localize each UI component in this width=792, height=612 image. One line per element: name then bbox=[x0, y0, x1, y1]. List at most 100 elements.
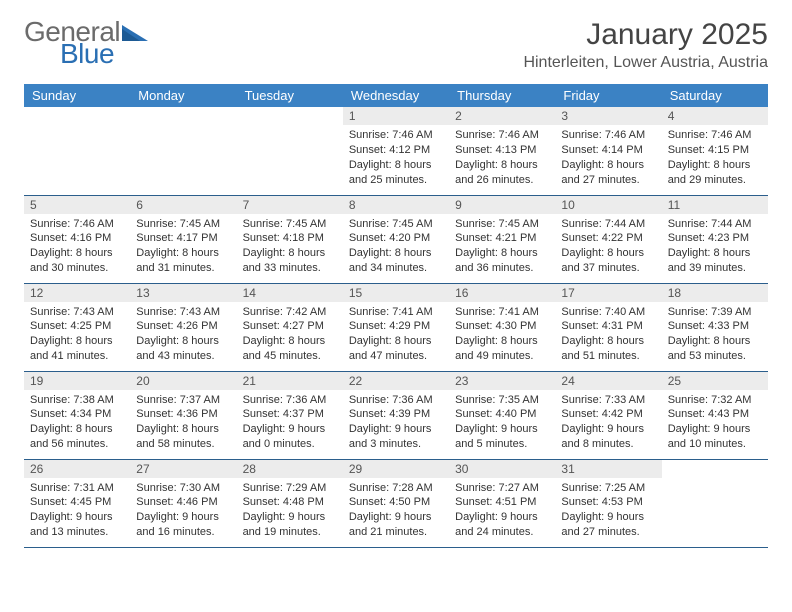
day-number: 30 bbox=[449, 460, 555, 478]
weekday-header: Tuesday bbox=[237, 84, 343, 107]
sunset-line: Sunset: 4:30 PM bbox=[455, 319, 549, 334]
calendar-week-row: 5Sunrise: 7:46 AMSunset: 4:16 PMDaylight… bbox=[24, 195, 768, 283]
calendar-day-cell: 8Sunrise: 7:45 AMSunset: 4:20 PMDaylight… bbox=[343, 195, 449, 283]
day-number: 11 bbox=[662, 196, 768, 214]
day-number: 4 bbox=[662, 107, 768, 125]
daylight-line: Daylight: 8 hours and 34 minutes. bbox=[349, 246, 443, 276]
calendar-table: Sunday Monday Tuesday Wednesday Thursday… bbox=[24, 84, 768, 548]
daylight-line: Daylight: 8 hours and 36 minutes. bbox=[455, 246, 549, 276]
day-number: 24 bbox=[555, 372, 661, 390]
sunrise-line: Sunrise: 7:27 AM bbox=[455, 481, 549, 496]
sunrise-line: Sunrise: 7:43 AM bbox=[30, 305, 124, 320]
daylight-line: Daylight: 8 hours and 26 minutes. bbox=[455, 158, 549, 188]
day-details: Sunrise: 7:36 AMSunset: 4:39 PMDaylight:… bbox=[343, 390, 449, 458]
calendar-day-cell: 5Sunrise: 7:46 AMSunset: 4:16 PMDaylight… bbox=[24, 195, 130, 283]
sunset-line: Sunset: 4:51 PM bbox=[455, 495, 549, 510]
sunset-line: Sunset: 4:20 PM bbox=[349, 231, 443, 246]
sunrise-line: Sunrise: 7:29 AM bbox=[243, 481, 337, 496]
day-number: 29 bbox=[343, 460, 449, 478]
daylight-line: Daylight: 9 hours and 19 minutes. bbox=[243, 510, 337, 540]
calendar-day-cell: 9Sunrise: 7:45 AMSunset: 4:21 PMDaylight… bbox=[449, 195, 555, 283]
day-details: Sunrise: 7:43 AMSunset: 4:26 PMDaylight:… bbox=[130, 302, 236, 370]
calendar-day-cell bbox=[237, 107, 343, 195]
day-number: 16 bbox=[449, 284, 555, 302]
calendar-day-cell: 27Sunrise: 7:30 AMSunset: 4:46 PMDayligh… bbox=[130, 459, 236, 547]
daylight-line: Daylight: 9 hours and 8 minutes. bbox=[561, 422, 655, 452]
day-details: Sunrise: 7:46 AMSunset: 4:14 PMDaylight:… bbox=[555, 125, 661, 193]
day-details: Sunrise: 7:44 AMSunset: 4:22 PMDaylight:… bbox=[555, 214, 661, 282]
day-details: Sunrise: 7:37 AMSunset: 4:36 PMDaylight:… bbox=[130, 390, 236, 458]
day-details: Sunrise: 7:43 AMSunset: 4:25 PMDaylight:… bbox=[24, 302, 130, 370]
calendar-location: Hinterleiten, Lower Austria, Austria bbox=[523, 54, 768, 72]
sunset-line: Sunset: 4:13 PM bbox=[455, 143, 549, 158]
daylight-line: Daylight: 8 hours and 27 minutes. bbox=[561, 158, 655, 188]
sunrise-line: Sunrise: 7:31 AM bbox=[30, 481, 124, 496]
sunrise-line: Sunrise: 7:46 AM bbox=[668, 128, 762, 143]
calendar-day-cell: 24Sunrise: 7:33 AMSunset: 4:42 PMDayligh… bbox=[555, 371, 661, 459]
calendar-day-cell: 2Sunrise: 7:46 AMSunset: 4:13 PMDaylight… bbox=[449, 107, 555, 195]
sunrise-line: Sunrise: 7:38 AM bbox=[30, 393, 124, 408]
day-number: 5 bbox=[24, 196, 130, 214]
sunset-line: Sunset: 4:25 PM bbox=[30, 319, 124, 334]
daylight-line: Daylight: 9 hours and 5 minutes. bbox=[455, 422, 549, 452]
day-number: 25 bbox=[662, 372, 768, 390]
day-details: Sunrise: 7:41 AMSunset: 4:30 PMDaylight:… bbox=[449, 302, 555, 370]
day-number: 14 bbox=[237, 284, 343, 302]
daylight-line: Daylight: 8 hours and 51 minutes. bbox=[561, 334, 655, 364]
calendar-day-cell bbox=[662, 459, 768, 547]
sunrise-line: Sunrise: 7:41 AM bbox=[455, 305, 549, 320]
day-details: Sunrise: 7:45 AMSunset: 4:18 PMDaylight:… bbox=[237, 214, 343, 282]
sunset-line: Sunset: 4:33 PM bbox=[668, 319, 762, 334]
daylight-line: Daylight: 8 hours and 58 minutes. bbox=[136, 422, 230, 452]
header: General Blue January 2025 Hinterleiten, … bbox=[24, 18, 768, 72]
calendar-day-cell: 22Sunrise: 7:36 AMSunset: 4:39 PMDayligh… bbox=[343, 371, 449, 459]
day-details: Sunrise: 7:42 AMSunset: 4:27 PMDaylight:… bbox=[237, 302, 343, 370]
daylight-line: Daylight: 8 hours and 30 minutes. bbox=[30, 246, 124, 276]
logo-text-blue: Blue bbox=[24, 40, 148, 68]
sunrise-line: Sunrise: 7:25 AM bbox=[561, 481, 655, 496]
weekday-header: Sunday bbox=[24, 84, 130, 107]
day-details: Sunrise: 7:35 AMSunset: 4:40 PMDaylight:… bbox=[449, 390, 555, 458]
sunset-line: Sunset: 4:31 PM bbox=[561, 319, 655, 334]
daylight-line: Daylight: 9 hours and 10 minutes. bbox=[668, 422, 762, 452]
sunrise-line: Sunrise: 7:45 AM bbox=[455, 217, 549, 232]
sunset-line: Sunset: 4:14 PM bbox=[561, 143, 655, 158]
calendar-week-row: 1Sunrise: 7:46 AMSunset: 4:12 PMDaylight… bbox=[24, 107, 768, 195]
sunrise-line: Sunrise: 7:44 AM bbox=[561, 217, 655, 232]
daylight-line: Daylight: 9 hours and 27 minutes. bbox=[561, 510, 655, 540]
sunrise-line: Sunrise: 7:45 AM bbox=[243, 217, 337, 232]
day-details: Sunrise: 7:44 AMSunset: 4:23 PMDaylight:… bbox=[662, 214, 768, 282]
sunrise-line: Sunrise: 7:33 AM bbox=[561, 393, 655, 408]
daylight-line: Daylight: 9 hours and 13 minutes. bbox=[30, 510, 124, 540]
day-details: Sunrise: 7:46 AMSunset: 4:16 PMDaylight:… bbox=[24, 214, 130, 282]
day-number: 19 bbox=[24, 372, 130, 390]
sunset-line: Sunset: 4:23 PM bbox=[668, 231, 762, 246]
day-number: 13 bbox=[130, 284, 236, 302]
sunrise-line: Sunrise: 7:36 AM bbox=[349, 393, 443, 408]
calendar-day-cell: 31Sunrise: 7:25 AMSunset: 4:53 PMDayligh… bbox=[555, 459, 661, 547]
calendar-week-row: 26Sunrise: 7:31 AMSunset: 4:45 PMDayligh… bbox=[24, 459, 768, 547]
sunset-line: Sunset: 4:29 PM bbox=[349, 319, 443, 334]
sunrise-line: Sunrise: 7:45 AM bbox=[349, 217, 443, 232]
calendar-day-cell: 7Sunrise: 7:45 AMSunset: 4:18 PMDaylight… bbox=[237, 195, 343, 283]
daylight-line: Daylight: 8 hours and 49 minutes. bbox=[455, 334, 549, 364]
calendar-day-cell: 18Sunrise: 7:39 AMSunset: 4:33 PMDayligh… bbox=[662, 283, 768, 371]
sunset-line: Sunset: 4:50 PM bbox=[349, 495, 443, 510]
calendar-day-cell: 17Sunrise: 7:40 AMSunset: 4:31 PMDayligh… bbox=[555, 283, 661, 371]
weekday-header-row: Sunday Monday Tuesday Wednesday Thursday… bbox=[24, 84, 768, 107]
sunrise-line: Sunrise: 7:28 AM bbox=[349, 481, 443, 496]
sunrise-line: Sunrise: 7:41 AM bbox=[349, 305, 443, 320]
sunrise-line: Sunrise: 7:45 AM bbox=[136, 217, 230, 232]
day-details: Sunrise: 7:28 AMSunset: 4:50 PMDaylight:… bbox=[343, 478, 449, 546]
sunrise-line: Sunrise: 7:32 AM bbox=[668, 393, 762, 408]
sunset-line: Sunset: 4:43 PM bbox=[668, 407, 762, 422]
day-details: Sunrise: 7:33 AMSunset: 4:42 PMDaylight:… bbox=[555, 390, 661, 458]
daylight-line: Daylight: 8 hours and 31 minutes. bbox=[136, 246, 230, 276]
calendar-week-row: 12Sunrise: 7:43 AMSunset: 4:25 PMDayligh… bbox=[24, 283, 768, 371]
sunrise-line: Sunrise: 7:37 AM bbox=[136, 393, 230, 408]
day-number: 9 bbox=[449, 196, 555, 214]
title-block: January 2025 Hinterleiten, Lower Austria… bbox=[523, 18, 768, 72]
day-number: 1 bbox=[343, 107, 449, 125]
day-number: 12 bbox=[24, 284, 130, 302]
daylight-line: Daylight: 8 hours and 56 minutes. bbox=[30, 422, 124, 452]
